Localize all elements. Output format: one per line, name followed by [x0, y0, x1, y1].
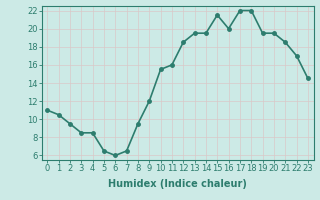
X-axis label: Humidex (Indice chaleur): Humidex (Indice chaleur) [108, 179, 247, 189]
